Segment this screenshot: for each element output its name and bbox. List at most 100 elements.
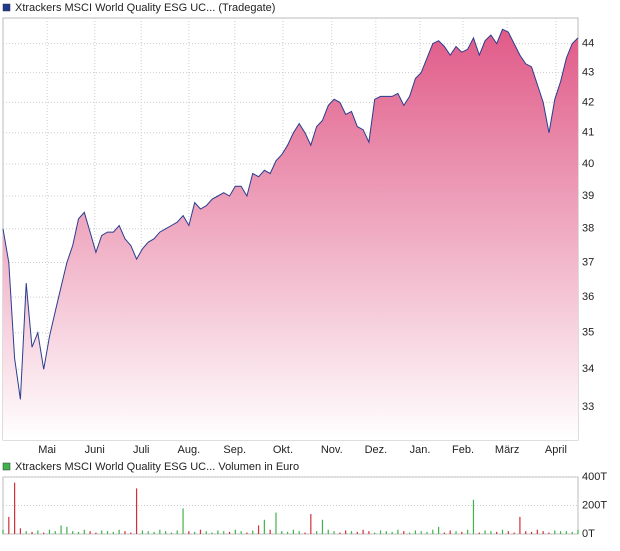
volume-bar [124,531,126,534]
volume-bar [327,529,329,534]
volume-bar [408,532,411,534]
volume-bar [194,531,196,534]
volume-bar [507,531,509,534]
line [2,28,579,400]
volume-bar [496,531,498,534]
volume-bar [95,532,97,534]
volume-bar [472,499,475,534]
volume-bar [66,526,68,534]
volume-bar [234,529,236,534]
volume-bar [449,530,451,534]
area [3,29,578,441]
volume-bar [362,529,364,534]
volume-bar [72,531,74,534]
volume-bar [565,531,567,534]
volume-bar [356,531,358,534]
volume-bar [501,529,504,534]
volume-bar [397,529,399,534]
volume-bar [484,530,486,534]
volume-bar [77,531,80,534]
volume-bar [321,519,324,534]
y-tick-label: 44 [582,37,594,49]
y-tick-label: 39 [582,190,594,202]
volume-bar [14,482,16,534]
legend-label: Xtrackers MSCI World Quality ESG UC... (… [15,2,275,14]
y-tick-label: 37 [582,256,594,268]
volume-bar [385,531,387,534]
volume-bar [513,532,515,534]
volume-bar [298,531,300,534]
x-tick-label: Aug. [178,444,201,456]
y-tick-label: 34 [582,363,594,375]
volume-bar [263,519,265,534]
volume-bar [223,531,225,534]
y-tick-label: 42 [582,96,594,108]
volume-bar [577,529,579,534]
volume-bar [25,531,27,534]
volume-bar [379,530,382,534]
volume-bar [391,531,393,534]
volume-bar [571,531,573,534]
y-tick-label: 0T [582,528,595,540]
volume-bar [478,532,480,534]
volume-bar [519,516,521,534]
volume-bar [8,516,10,534]
volume-bar [403,531,405,534]
volume-bar [420,531,422,534]
y-tick-label: 40 [582,158,594,170]
y-tick-label: 36 [582,291,594,303]
volume-bar [60,525,62,534]
volume-bar [205,531,207,534]
y-tick-label: 400T [582,471,607,483]
y-tick-label: 200T [582,499,607,511]
volume-bar [170,532,173,534]
volume-bar [345,530,347,534]
y-tick-label: 35 [582,327,594,339]
volume-bar [147,531,149,534]
plot-area [2,476,579,535]
volume-bar [252,530,254,534]
y-tick-label: 43 [582,67,594,79]
volume-bar [426,531,428,534]
volume-bar [304,532,306,534]
volume-bar [112,531,114,534]
volume-bar [443,532,446,534]
volume-bar [467,529,469,534]
volume-bar [83,529,85,534]
x-tick-label: Dez. [365,444,388,456]
volume-bar [333,531,335,534]
volume-bar [490,531,492,534]
x-tick-label: Juli [133,444,150,456]
volume-bar [153,531,155,534]
volume-bar [292,529,295,534]
y-tick-label: 41 [582,127,594,139]
volume-bar [542,531,544,534]
volume-bar [19,528,22,534]
x-tick-label: Juni [85,444,105,456]
volume-bar [432,529,434,534]
volume-bar [141,530,143,534]
x-tick-label: Nov. [321,444,343,456]
volume-bar [48,529,51,534]
x-tick-label: Okt. [273,444,293,456]
volume-bar [217,530,219,534]
volume-bar [275,512,277,534]
legend-swatch [2,462,11,471]
volume-bar [2,529,4,534]
volume-bar [135,488,138,534]
volume-bar [286,531,289,534]
volume-bar [37,530,39,534]
volume-bar [310,514,312,534]
volume-bar [211,532,213,534]
volume-bar [240,531,242,534]
volume-bar [339,532,341,534]
volume-bar [461,531,463,534]
y-tick-label: 33 [582,401,594,413]
volume-bar [89,531,91,534]
x-tick-label: Sep. [223,444,246,456]
volume-bar [182,508,184,534]
volume-bar [31,531,33,534]
volume-bar [228,531,231,534]
volume-bar [269,529,271,534]
